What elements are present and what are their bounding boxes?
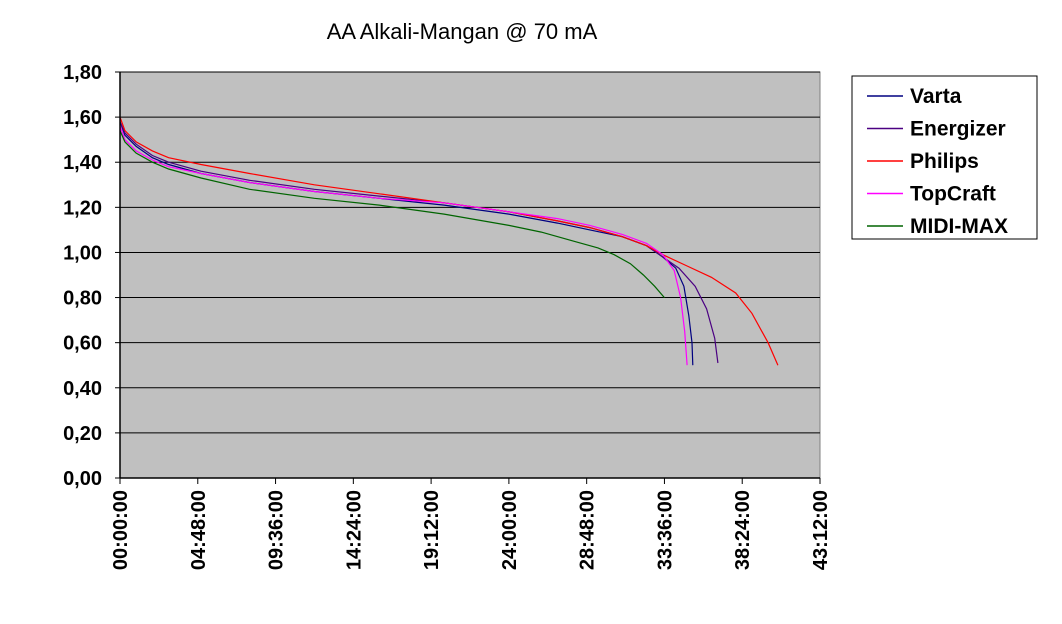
x-axis-tick-labels: 00:00:00 04:48:00 09:36:00 14:24:00 19:12:00… <box>110 490 832 570</box>
series-lines <box>119 116 779 366</box>
y-tick-label: 0,00 <box>63 468 102 490</box>
series-line-midi-max <box>119 130 665 298</box>
y-axis-tick-labels: 0,00 0,20 0,40 0,60 0,80 1,00 1,20 1,40 1,60 1,80 <box>63 62 102 490</box>
x-tick-label: 33:36:00 <box>654 490 676 570</box>
y-tick-label: 1,40 <box>63 152 102 174</box>
legend: Varta Energizer Philips TopCraft MIDI-MAX <box>851 75 1038 240</box>
legend-box <box>851 75 1038 240</box>
legend-label-varta: Varta <box>910 85 962 108</box>
x-tick-label: 09:36:00 <box>266 490 288 570</box>
legend-label-philips: Philips <box>910 150 979 173</box>
y-tick-label: 1,80 <box>63 62 102 84</box>
series-line-topcraft <box>119 125 688 366</box>
legend-label-topcraft: TopCraft <box>910 183 996 206</box>
legend-label-energizer: Energizer <box>910 118 1006 141</box>
y-tick-label: 0,80 <box>63 288 102 310</box>
x-tick-label: 00:00:00 <box>110 490 132 570</box>
y-tick-label: 1,60 <box>63 107 102 129</box>
series-line-philips <box>119 116 779 366</box>
y-tick-label: 1,00 <box>63 242 102 264</box>
axes <box>115 71 821 484</box>
x-tick-label: 38:24:00 <box>732 490 754 570</box>
x-tick-label: 24:00:00 <box>499 490 521 570</box>
plot-area <box>119 71 821 479</box>
x-tick-label: 14:24:00 <box>343 490 365 570</box>
y-tick-label: 1,20 <box>63 197 102 219</box>
y-tick-label: 0,60 <box>63 333 102 355</box>
y-tick-label: 0,20 <box>63 423 102 445</box>
legend-label-midi-max: MIDI-MAX <box>910 215 1008 238</box>
series-line-varta <box>119 121 694 366</box>
chart-title: AA Alkali-Mangan @ 70 mA <box>327 19 598 44</box>
grid-lines <box>120 71 820 434</box>
x-tick-label: 28:48:00 <box>577 490 599 570</box>
y-tick-label: 0,40 <box>63 378 102 400</box>
x-tick-label: 19:12:00 <box>421 490 443 570</box>
x-tick-label: 43:12:00 <box>810 490 832 570</box>
x-tick-label: 04:48:00 <box>188 490 210 570</box>
